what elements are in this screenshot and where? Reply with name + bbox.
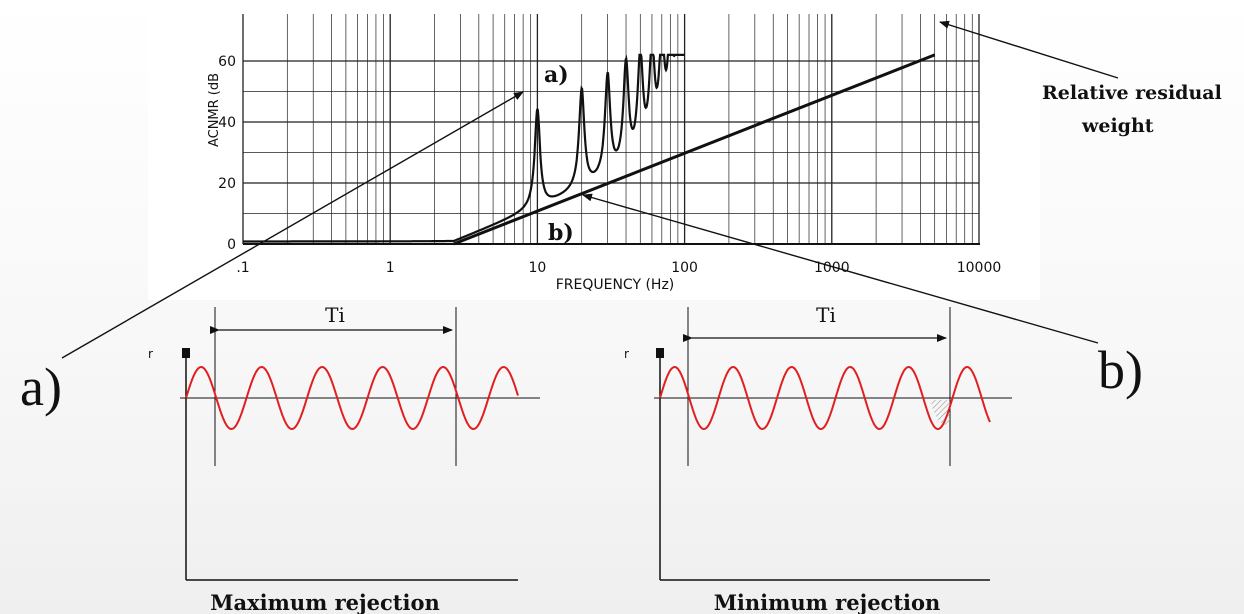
relative-residual-label-line1: Relative residual [1042,82,1222,104]
y-tick-label: 0 [227,237,236,253]
x-axis-label: FREQUENCY (Hz) [556,277,675,293]
right-caption: Minimum rejection [714,590,941,614]
big-label-b: b) [1098,340,1143,400]
maximum-rejection-panel: r Ti Maximum rejection [148,303,540,614]
right-axis-arrow-icon [656,348,664,358]
left-caption: Maximum rejection [210,590,440,614]
relative-residual-label-line2: weight [1081,115,1154,137]
right-interval-label: Ti [816,303,836,327]
x-tick-label: 10 [528,260,546,276]
big-label-a: a) [20,357,62,417]
y-axis-label: ACNMR (dB [207,73,222,147]
chart-background [148,0,1040,300]
left-axis-arrow-icon [182,348,190,358]
right-axis-label: r [624,347,629,361]
x-tick-label: 1 [386,260,395,276]
point-a-label: a) [544,62,569,88]
left-interval-label: Ti [325,303,345,327]
point-b-label: b) [548,220,574,246]
minimum-rejection-panel: r Ti Minimum rejection [624,303,1012,614]
y-tick-label: 60 [218,54,236,70]
x-tick-label: .1 [236,260,249,276]
y-tick-label: 20 [218,176,236,192]
x-tick-label: 100 [671,260,698,276]
left-axis-label: r [148,347,153,361]
x-tick-label: 10000 [957,260,1002,276]
